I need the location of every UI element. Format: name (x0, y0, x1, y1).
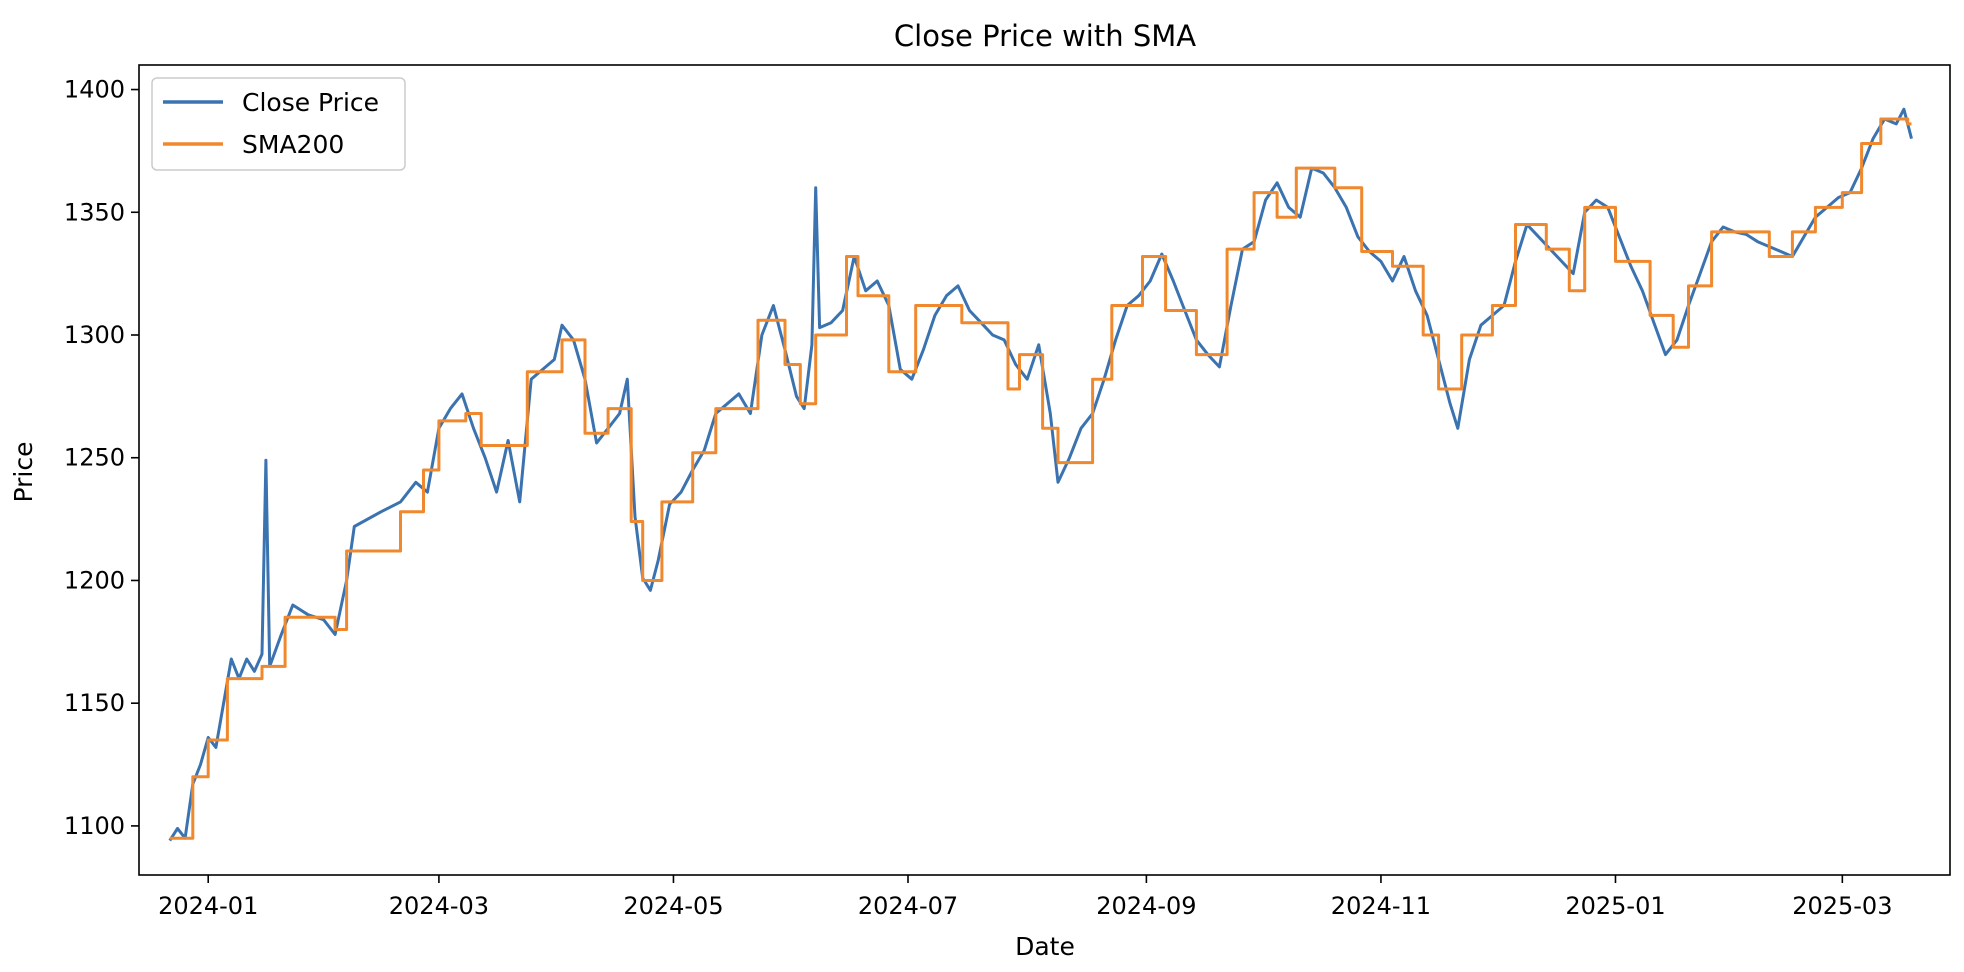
x-tick-label: 2024-05 (623, 892, 723, 920)
y-tick-label: 1150 (64, 689, 125, 717)
x-tick-label: 2025-03 (1792, 892, 1892, 920)
x-axis-label: Date (1015, 932, 1075, 961)
x-axis: 2024-01 2024-03 2024-05 2024-07 2024-09 2024-… (158, 875, 1892, 920)
series-layer (168, 107, 1913, 842)
x-tick-label: 2024-11 (1331, 892, 1431, 920)
x-tick-label: 2024-09 (1096, 892, 1196, 920)
legend-label-close-price: Close Price (242, 88, 379, 117)
series-line-sma200 (169, 117, 1912, 840)
x-tick-label: 2024-01 (158, 892, 258, 920)
y-tick-label: 1250 (64, 444, 125, 472)
legend-label-sma200: SMA200 (242, 130, 344, 159)
series-line-close-price (168, 107, 1913, 842)
y-tick-label: 1300 (64, 321, 125, 349)
legend: Close Price SMA200 (151, 77, 406, 171)
y-tick-label: 1350 (64, 198, 125, 226)
x-tick-label: 2024-03 (389, 892, 489, 920)
y-tick-label: 1100 (64, 812, 125, 840)
x-tick-label: 2024-07 (858, 892, 958, 920)
y-tick-label: 1200 (64, 566, 125, 594)
plot-frame (138, 64, 1951, 876)
x-tick-label: 2025-01 (1565, 892, 1665, 920)
y-axis-label: Price (9, 442, 38, 503)
y-axis: 1100 1150 1200 1250 1300 1350 1400 (64, 76, 139, 840)
chart-title: Close Price with SMA (894, 19, 1196, 53)
y-tick-label: 1400 (64, 76, 125, 104)
